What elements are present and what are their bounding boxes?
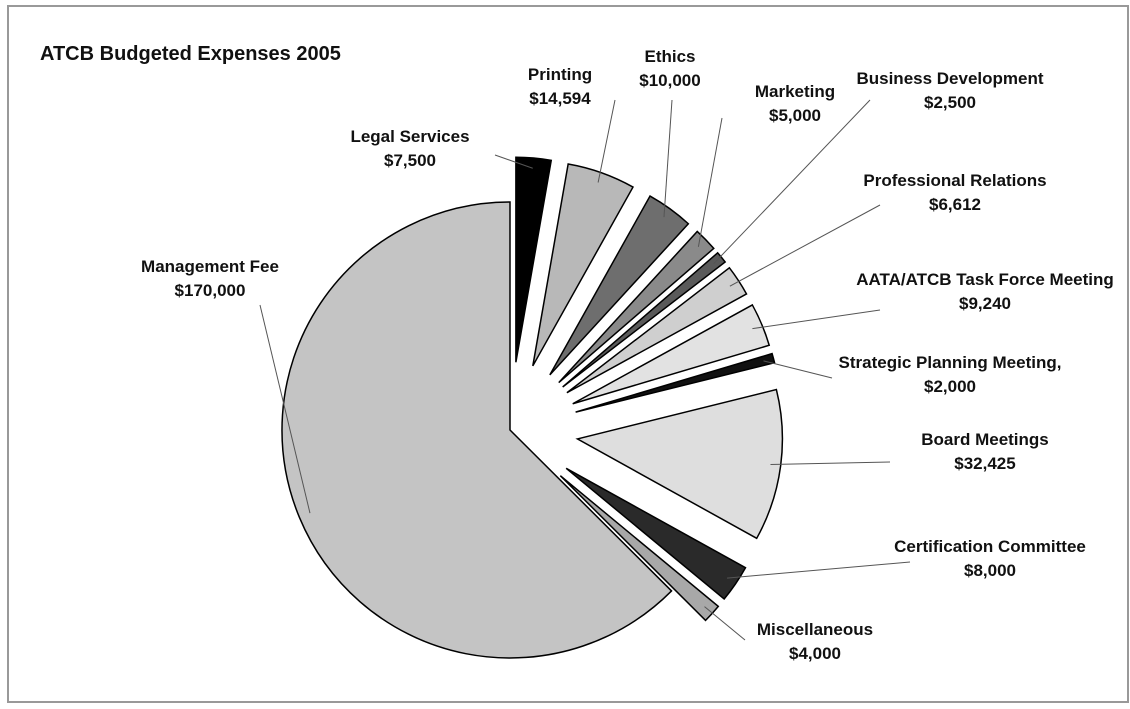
pie-slice <box>566 266 748 394</box>
leader-line <box>770 461 891 465</box>
slice-value: $7,500 <box>384 151 436 170</box>
slice-label: Board Meetings <box>921 430 1049 449</box>
pie-slice <box>532 163 635 367</box>
leader-line <box>697 117 723 247</box>
slice-label: Legal Services <box>350 127 469 146</box>
slice-label: Printing <box>528 65 592 84</box>
slice-label: Professional Relations <box>863 171 1046 190</box>
pie-slice <box>572 303 771 405</box>
pie-slice <box>562 251 727 388</box>
slice-label: Certification Committee <box>894 537 1086 556</box>
slice-value: $2,000 <box>924 377 976 396</box>
leader-line <box>729 204 881 287</box>
slice-value: $5,000 <box>769 106 821 125</box>
slice-value: $8,000 <box>964 561 1016 580</box>
leader-line <box>763 360 833 379</box>
pie-slice <box>565 467 747 601</box>
pie-slice <box>281 201 673 659</box>
chart-title: ATCB Budgeted Expenses 2005 <box>40 43 341 65</box>
pie-slice <box>558 230 715 384</box>
slice-value: $6,612 <box>929 195 981 214</box>
slice-value: $9,240 <box>959 294 1011 313</box>
slice-value: $170,000 <box>175 281 246 300</box>
slice-value: $2,500 <box>924 93 976 112</box>
slice-value: $32,425 <box>954 454 1015 473</box>
leader-line <box>713 99 871 265</box>
pie-slice <box>549 195 690 376</box>
slice-label: Strategic Planning Meeting, <box>839 353 1062 372</box>
slice-value: $4,000 <box>789 644 841 663</box>
slice-value: $14,594 <box>529 89 591 108</box>
leader-line <box>597 99 616 183</box>
slice-label: AATA/ATCB Task Force Meeting <box>856 270 1114 289</box>
pie-slice <box>575 352 776 413</box>
slice-label: Miscellaneous <box>757 620 873 639</box>
slice-label: Marketing <box>755 82 835 101</box>
leader-line <box>752 309 881 330</box>
leader-line <box>704 606 746 641</box>
slice-label: Ethics <box>644 47 695 66</box>
slice-value: $10,000 <box>639 71 700 90</box>
leader-line <box>259 304 311 514</box>
leader-line <box>727 561 911 579</box>
leader-line <box>663 99 673 218</box>
slice-label: Management Fee <box>141 257 279 276</box>
leader-line <box>494 154 533 169</box>
slice-label: Business Development <box>856 69 1043 88</box>
pie-slice <box>575 388 784 540</box>
pie-slice <box>515 156 553 363</box>
